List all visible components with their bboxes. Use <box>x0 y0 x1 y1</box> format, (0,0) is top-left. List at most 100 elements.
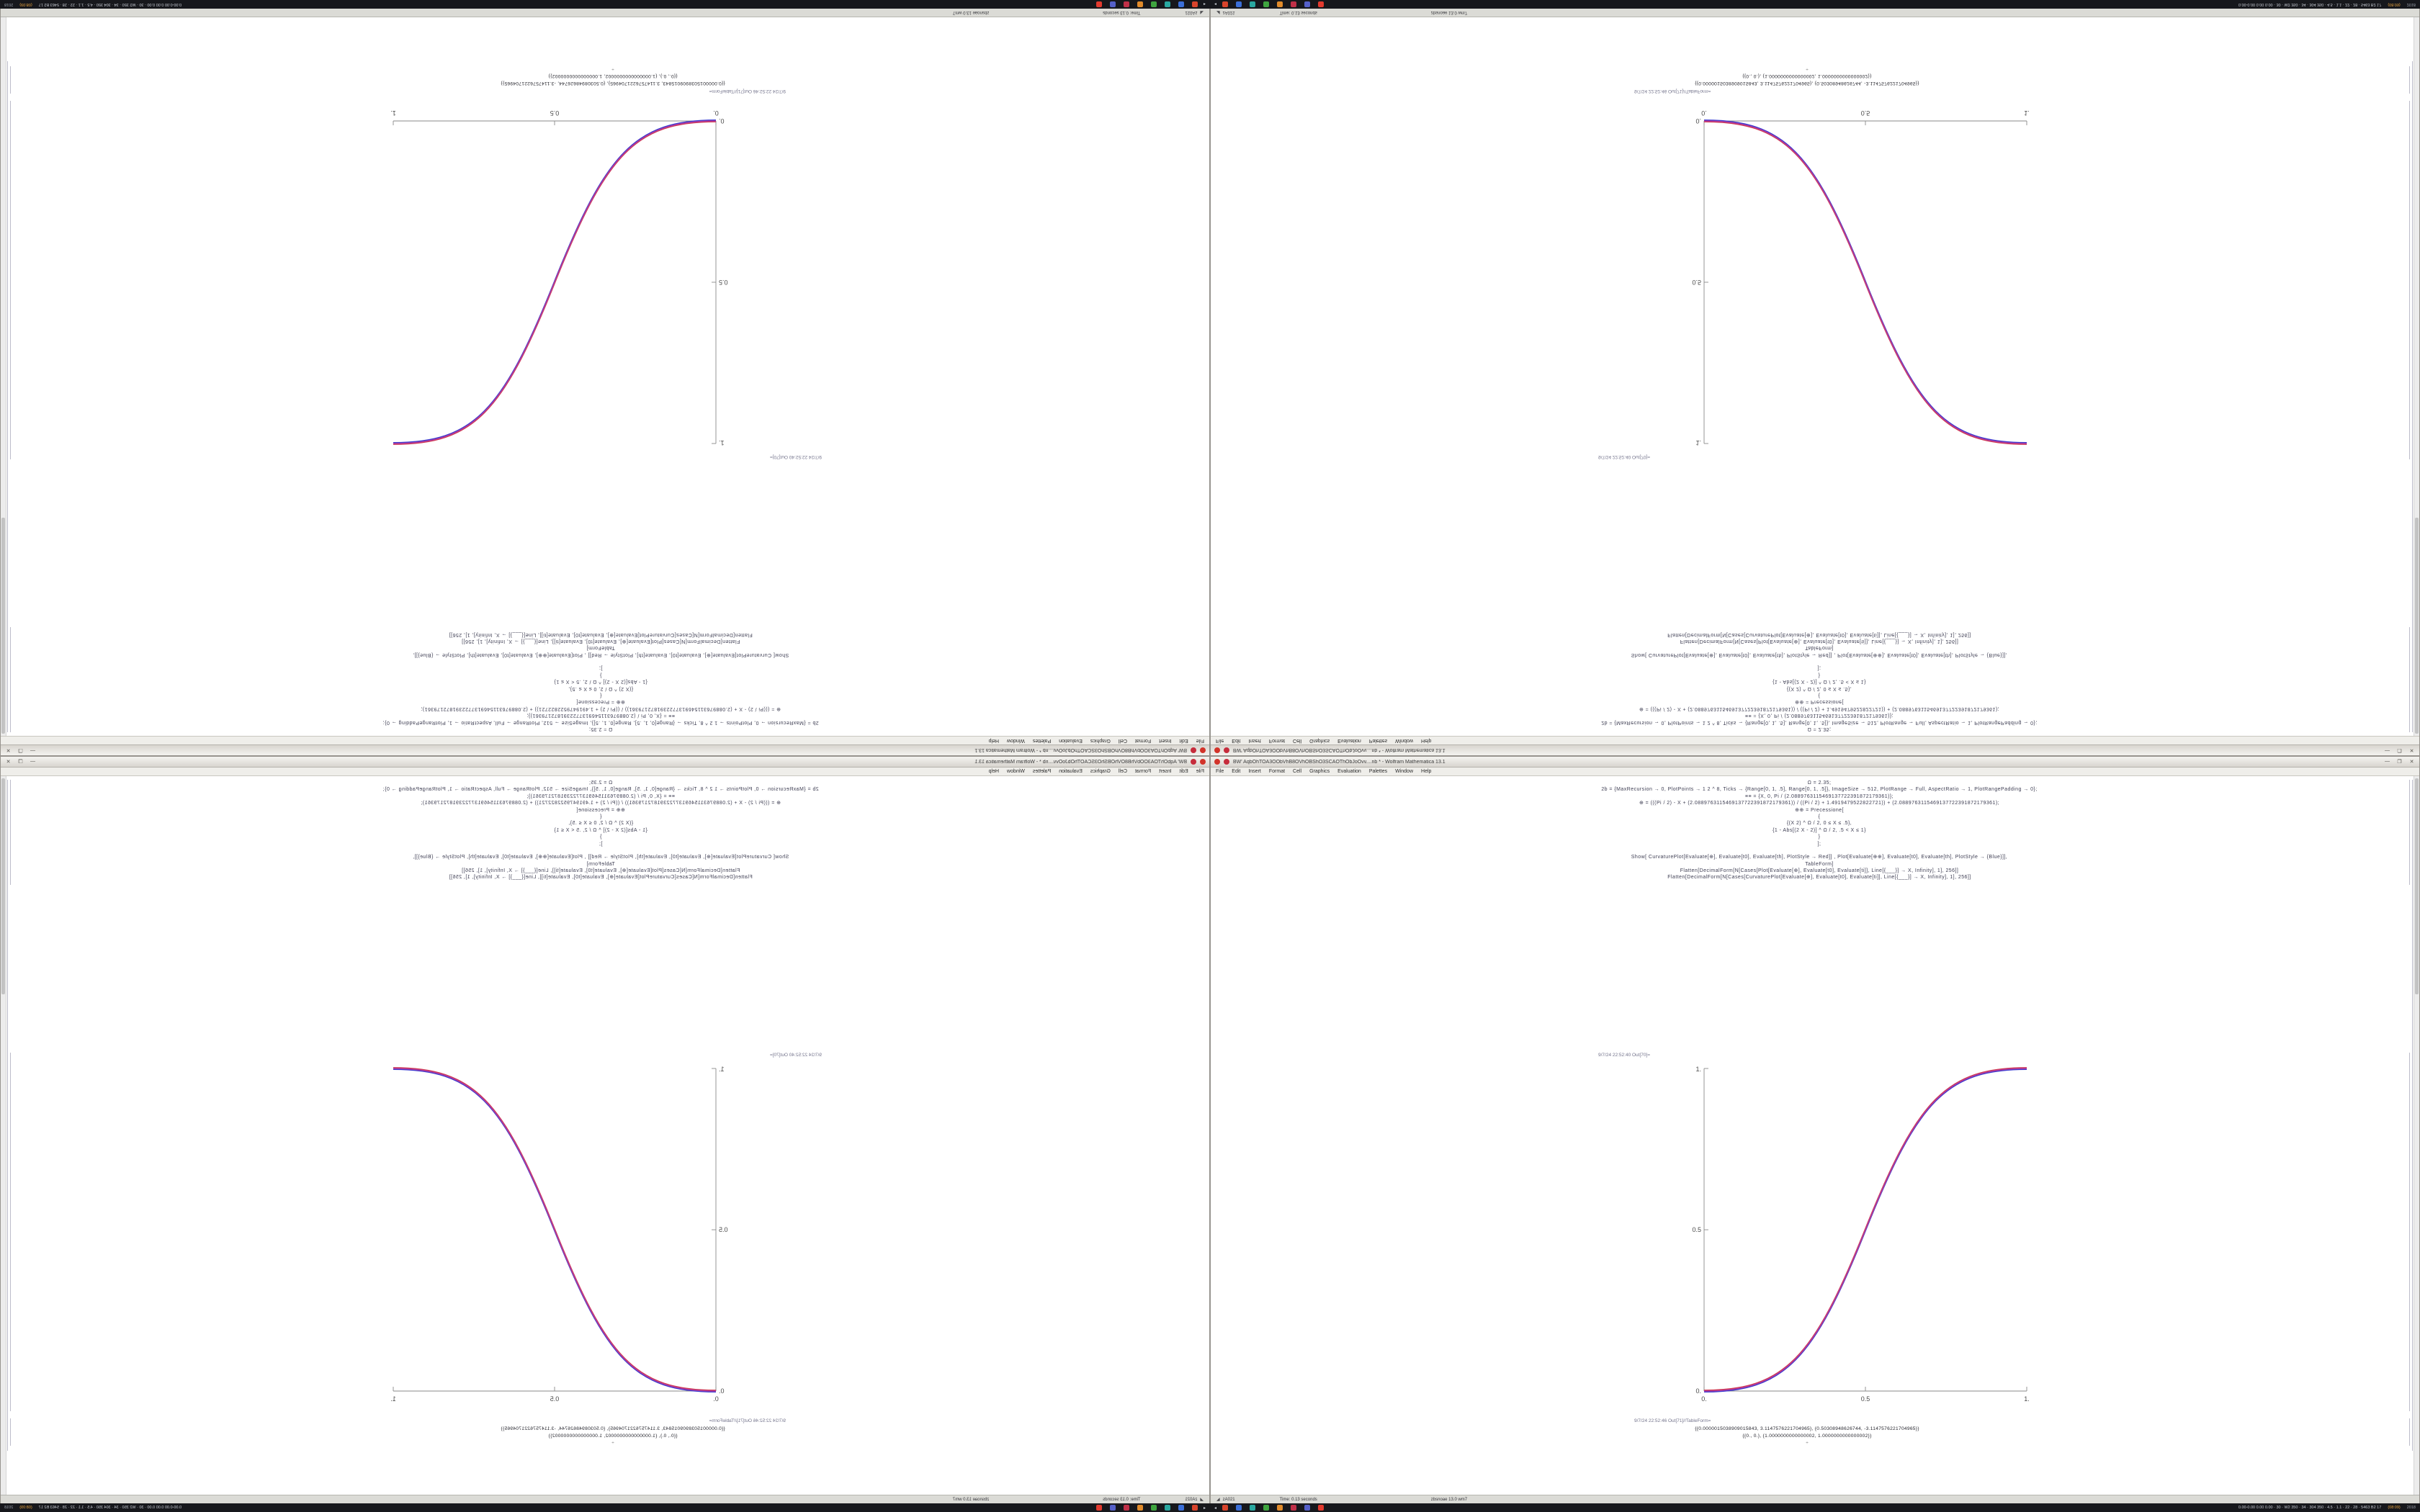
menu-edit[interactable]: Edit <box>1232 738 1241 743</box>
close-button[interactable]: ✕ <box>6 760 11 765</box>
menu-evaluation[interactable]: Evaluation <box>1337 738 1361 743</box>
tray-icon-orange[interactable] <box>1277 1 1283 7</box>
cell-bracket-tableform[interactable] <box>10 66 11 94</box>
minimize-button[interactable]: — <box>2385 759 2390 764</box>
tray-icon-green[interactable] <box>1263 1 1270 7</box>
menu-graphics[interactable]: Graphics <box>1309 738 1330 743</box>
tray-icon-indigo[interactable] <box>1109 1505 1116 1511</box>
menu-cell[interactable]: Cell <box>1118 769 1127 774</box>
menu-palettes[interactable]: Palettes <box>1368 769 1388 774</box>
tray-icon-green[interactable] <box>1263 1505 1270 1511</box>
tray-icon-crimson[interactable] <box>1123 1505 1129 1511</box>
tray-icon-scarlet[interactable] <box>1095 1505 1102 1511</box>
cell-bracket-tableform[interactable] <box>10 1418 11 1446</box>
tray-icon-teal[interactable] <box>1250 1 1256 7</box>
output-plot[interactable]: 0. 0.5 1. 0. 0.5 1. <box>377 99 738 449</box>
cell-bracket-input[interactable] <box>10 627 11 732</box>
taskbar-collapse-icon[interactable]: ◂ <box>1214 1 1217 6</box>
tray-icon-blue[interactable] <box>1236 1 1242 7</box>
input-cell[interactable]: Ω = 2.35; 2b = {MaxRecursion → 0, PlotPo… <box>1394 780 2244 881</box>
tray-icon-crimson[interactable] <box>1291 1 1297 7</box>
vertical-scrollbar[interactable] <box>2414 17 2419 736</box>
tray-icon-blue[interactable] <box>1236 1505 1242 1511</box>
tray-icon-teal[interactable] <box>1164 1505 1170 1511</box>
tray-icon-crimson[interactable] <box>1291 1505 1297 1511</box>
cell-insert-marker[interactable]: ÷ <box>1806 66 1809 71</box>
menu-format[interactable]: Format <box>1268 738 1286 743</box>
menu-file[interactable]: File <box>1196 769 1204 774</box>
cell-bracket-group[interactable] <box>2412 61 2413 732</box>
menu-insert[interactable]: Insert <box>1159 769 1172 774</box>
maximize-button[interactable]: ❐ <box>2397 747 2402 752</box>
cell-bracket-output[interactable] <box>2409 1053 2410 1411</box>
output-plot[interactable]: 0. 0.5 1. 0. 0.5 1. <box>1682 99 2043 449</box>
menu-palettes[interactable]: Palettes <box>1032 769 1052 774</box>
maximize-button[interactable]: ❐ <box>2397 760 2402 765</box>
tray-icon-teal[interactable] <box>1164 1 1170 7</box>
scrollbar-thumb[interactable] <box>1 518 5 734</box>
status-triangle-icon[interactable]: ◢ <box>1200 10 1204 14</box>
menu-file[interactable]: File <box>1216 769 1224 774</box>
tray-icon-green[interactable] <box>1150 1 1157 7</box>
menu-format[interactable]: Format <box>1134 738 1152 743</box>
close-button[interactable]: ✕ <box>2409 747 2414 752</box>
tray-icon-blue[interactable] <box>1178 1 1184 7</box>
taskbar-collapse-icon[interactable]: ◂ <box>1203 1506 1206 1511</box>
tray-icon-red[interactable] <box>1191 1505 1198 1511</box>
tray-icon-indigo[interactable] <box>1109 1 1116 7</box>
tray-icon-red[interactable] <box>1191 1 1198 7</box>
output-plot[interactable]: 0. 0.5 1. 0. 0.5 1. <box>377 1063 738 1413</box>
scrollbar-thumb[interactable] <box>2415 518 2419 734</box>
window-titlebar[interactable]: BW' AqbOhTOA3OObVhB8OVhOBShO3SCAOThObJoO… <box>1211 757 2419 768</box>
cell-bracket-tableform[interactable] <box>2409 66 2410 94</box>
cell-bracket-input[interactable] <box>2409 780 2410 885</box>
close-button[interactable]: ✕ <box>6 747 11 752</box>
menu-cell[interactable]: Cell <box>1293 738 1302 743</box>
menu-evaluation[interactable]: Evaluation <box>1059 738 1083 743</box>
cell-insert-marker[interactable]: ÷ <box>611 1441 614 1446</box>
close-button[interactable]: ✕ <box>2409 760 2414 765</box>
window-titlebar[interactable]: BW' AqbOhTOA3OObVhB8OVhOBShO3SCAOThObJoO… <box>1 744 1209 755</box>
menu-evaluation[interactable]: Evaluation <box>1337 769 1361 774</box>
input-cell[interactable]: Ω = 2.35; 2b = {MaxRecursion → 0, PlotPo… <box>176 631 1026 732</box>
cell-bracket-output[interactable] <box>10 1053 11 1411</box>
vertical-scrollbar[interactable] <box>2414 776 2419 1495</box>
output-plot[interactable]: 0. 0.5 1. 0. 0.5 1. <box>1682 1063 2043 1413</box>
notebook-content[interactable]: Ω = 2.35; 2b = {MaxRecursion → 0, PlotPo… <box>1 17 1209 736</box>
menu-edit[interactable]: Edit <box>1179 769 1188 774</box>
tray-icon-scarlet[interactable] <box>1318 1505 1325 1511</box>
menu-help[interactable]: Help <box>1421 769 1432 774</box>
menu-help[interactable]: Help <box>988 769 999 774</box>
menu-insert[interactable]: Insert <box>1248 738 1261 743</box>
tray-icon-blue[interactable] <box>1178 1505 1184 1511</box>
notebook-content[interactable]: Ω = 2.35; 2b = {MaxRecursion → 0, PlotPo… <box>1211 776 2419 1495</box>
menu-cell[interactable]: Cell <box>1293 769 1302 774</box>
menu-format[interactable]: Format <box>1134 769 1152 774</box>
menu-help[interactable]: Help <box>988 738 999 743</box>
menu-palettes[interactable]: Palettes <box>1032 738 1052 743</box>
tray-icon-red[interactable] <box>1222 1 1229 7</box>
menu-graphics[interactable]: Graphics <box>1090 769 1111 774</box>
tray-icon-indigo[interactable] <box>1304 1505 1311 1511</box>
menu-file[interactable]: File <box>1216 738 1224 743</box>
status-triangle-icon[interactable]: ◢ <box>1200 1498 1204 1502</box>
status-triangle-icon[interactable]: ◢ <box>1216 1498 1220 1502</box>
menu-window[interactable]: Window <box>1395 769 1414 774</box>
tray-icon-crimson[interactable] <box>1123 1 1129 7</box>
vertical-scrollbar[interactable] <box>1 17 6 736</box>
input-cell[interactable]: Ω = 2.35; 2b = {MaxRecursion → 0, PlotPo… <box>1394 631 2244 732</box>
menu-palettes[interactable]: Palettes <box>1368 738 1388 743</box>
cell-bracket-group[interactable] <box>2412 780 2413 1451</box>
window-titlebar[interactable]: BW' AqbOhTOA3OObVhB8OVhOBShO3SCAOThObJoO… <box>1211 744 2419 755</box>
notebook-content[interactable]: Ω = 2.35; 2b = {MaxRecursion → 0, PlotPo… <box>1211 17 2419 736</box>
status-triangle-icon[interactable]: ◢ <box>1216 10 1220 14</box>
cell-insert-marker[interactable]: ÷ <box>1806 1441 1809 1446</box>
menu-edit[interactable]: Edit <box>1232 769 1241 774</box>
menu-insert[interactable]: Insert <box>1159 738 1172 743</box>
menu-evaluation[interactable]: Evaluation <box>1059 769 1083 774</box>
cell-bracket-tableform[interactable] <box>2409 1418 2410 1446</box>
taskbar-collapse-icon[interactable]: ◂ <box>1214 1506 1217 1511</box>
cell-bracket-input[interactable] <box>10 780 11 885</box>
menu-format[interactable]: Format <box>1268 769 1286 774</box>
cell-bracket-output[interactable] <box>10 101 11 459</box>
